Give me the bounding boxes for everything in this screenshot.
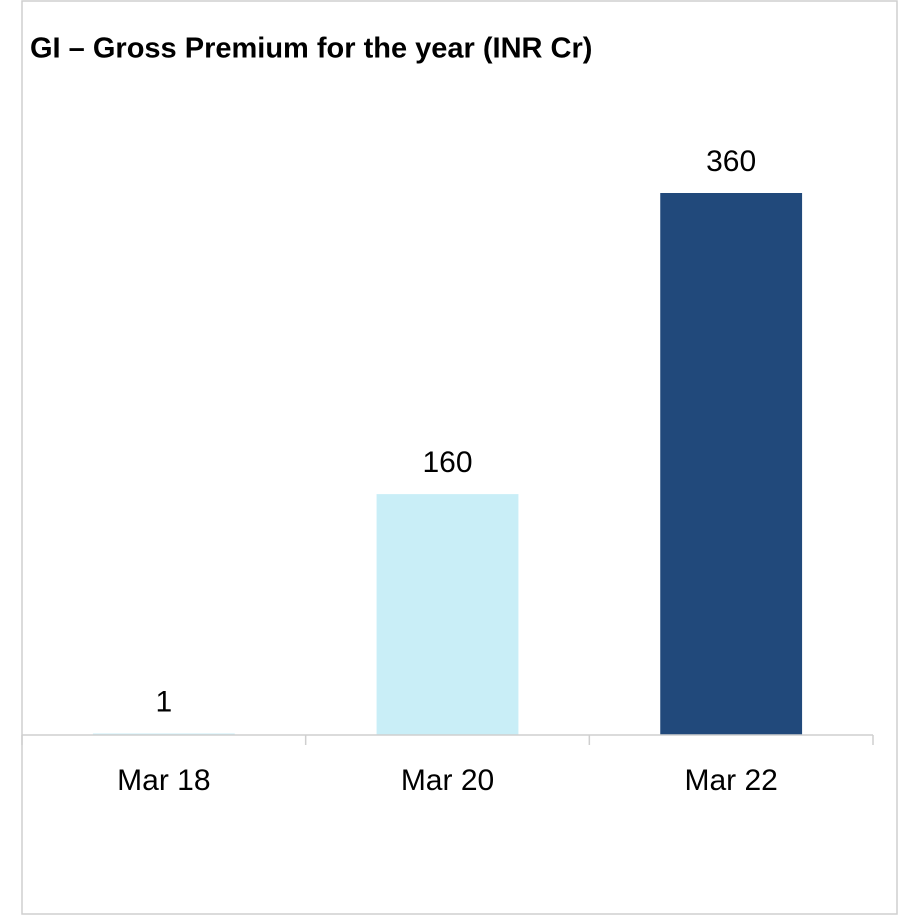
- bar: [660, 193, 803, 735]
- x-tick-label: Mar 18: [117, 764, 210, 797]
- data-label: 1: [155, 685, 172, 718]
- bar: [376, 494, 519, 735]
- data-label: 160: [422, 446, 472, 479]
- bar: [92, 733, 235, 735]
- x-tick-label: Mar 22: [684, 764, 777, 797]
- data-label: 360: [706, 145, 756, 178]
- x-tick-label: Mar 20: [401, 764, 494, 797]
- chart-title: GI – Gross Premium for the year (INR Cr): [30, 33, 592, 65]
